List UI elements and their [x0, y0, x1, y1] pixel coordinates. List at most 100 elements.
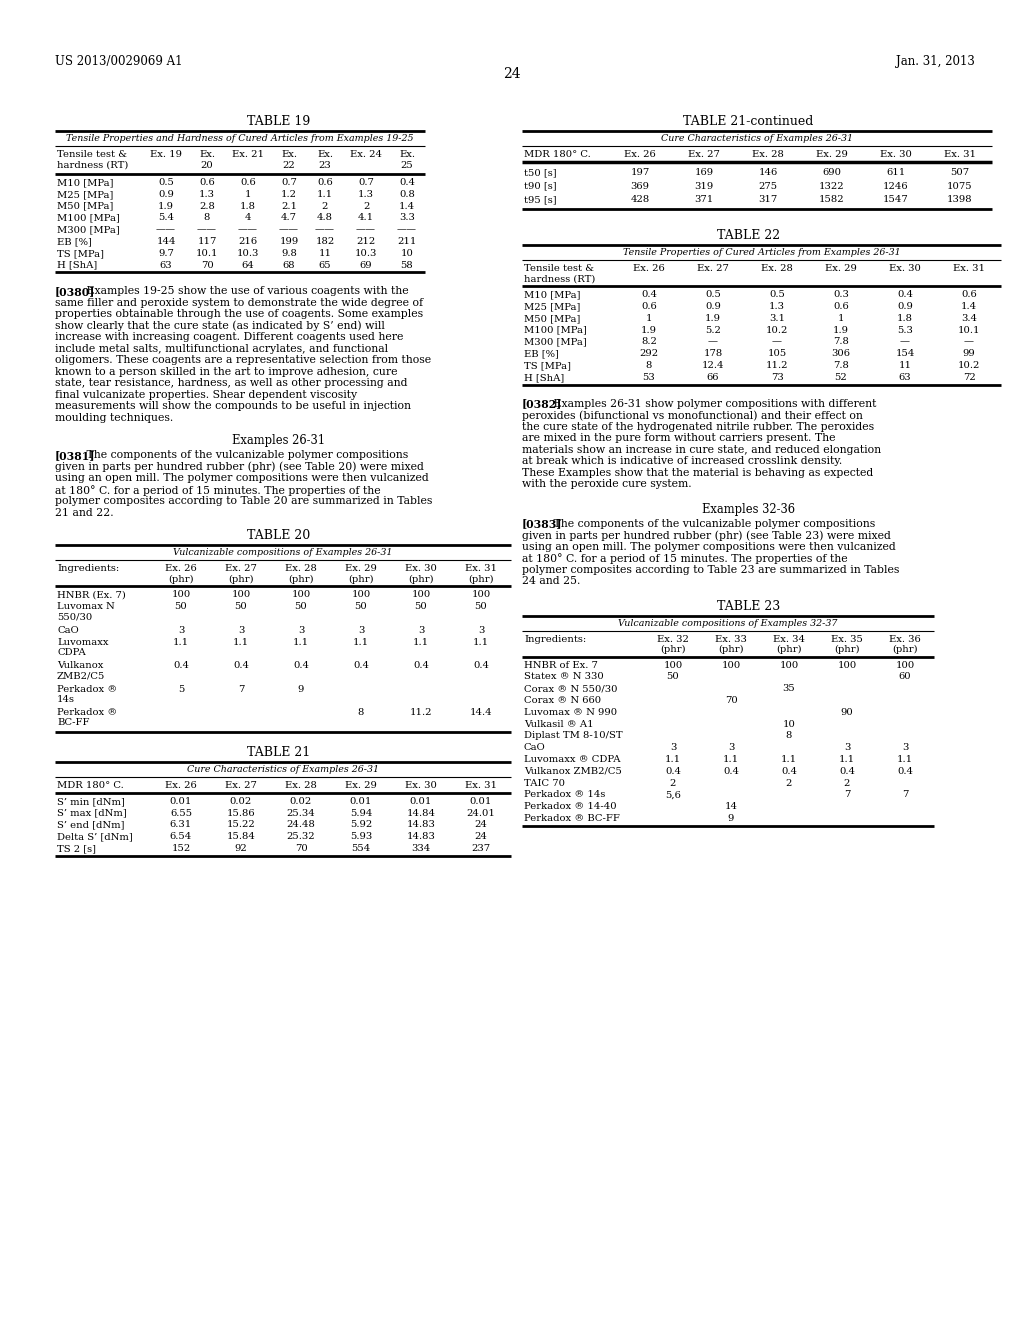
Text: Ex. 33: Ex. 33	[715, 635, 746, 644]
Text: Ingredients:: Ingredients:	[57, 565, 119, 573]
Text: 14.83: 14.83	[407, 821, 435, 829]
Text: Tensile test &: Tensile test &	[57, 150, 127, 158]
Text: 1.9: 1.9	[158, 202, 174, 211]
Text: 1075: 1075	[947, 182, 973, 190]
Text: (phr): (phr)	[168, 574, 194, 583]
Text: The components of the vulcanizable polymer compositions: The components of the vulcanizable polym…	[83, 450, 409, 461]
Text: 4.8: 4.8	[317, 214, 333, 222]
Text: 1.1: 1.1	[473, 638, 489, 647]
Text: 14s: 14s	[57, 694, 75, 704]
Text: 8: 8	[204, 214, 210, 222]
Text: 10.2: 10.2	[957, 360, 980, 370]
Text: 1.1: 1.1	[413, 638, 429, 647]
Text: 60: 60	[899, 672, 911, 681]
Text: 23: 23	[318, 161, 332, 170]
Text: 11.2: 11.2	[410, 709, 432, 717]
Text: [0380]: [0380]	[55, 286, 95, 297]
Text: 0.02: 0.02	[290, 797, 312, 805]
Text: Perkadox ® 14-40: Perkadox ® 14-40	[524, 803, 616, 812]
Text: 2.8: 2.8	[199, 202, 215, 211]
Text: 90: 90	[841, 708, 853, 717]
Text: using an open mill. The polymer compositions were then vulcanized: using an open mill. The polymer composit…	[55, 474, 429, 483]
Text: 5.94: 5.94	[350, 809, 372, 817]
Text: oligomers. These coagents are a representative selection from those: oligomers. These coagents are a represen…	[55, 355, 431, 366]
Text: BC-FF: BC-FF	[57, 718, 89, 727]
Text: S’ min [dNm]: S’ min [dNm]	[57, 797, 125, 805]
Text: (phr): (phr)	[468, 574, 494, 583]
Text: 100: 100	[895, 660, 914, 669]
Text: 7.8: 7.8	[834, 360, 849, 370]
Text: 3: 3	[670, 743, 676, 752]
Text: Ex.: Ex.	[281, 150, 297, 158]
Text: same filler and peroxide system to demonstrate the wide degree of: same filler and peroxide system to demon…	[55, 298, 423, 308]
Text: ——: ——	[315, 226, 335, 234]
Text: 1.1: 1.1	[353, 638, 369, 647]
Text: Ex. 28: Ex. 28	[761, 264, 793, 273]
Text: 4.1: 4.1	[358, 214, 374, 222]
Text: Tensile test &: Tensile test &	[524, 264, 594, 273]
Text: 1.9: 1.9	[641, 326, 657, 334]
Text: ——: ——	[279, 226, 299, 234]
Text: 275: 275	[759, 182, 777, 190]
Text: 1.1: 1.1	[665, 755, 681, 764]
Text: increase with increasing coagent. Different coagents used here: increase with increasing coagent. Differ…	[55, 333, 403, 342]
Text: 237: 237	[471, 843, 490, 853]
Text: CaO: CaO	[524, 743, 546, 752]
Text: 0.6: 0.6	[240, 178, 256, 187]
Text: ——: ——	[197, 226, 217, 234]
Text: 50: 50	[295, 602, 307, 611]
Text: 24: 24	[474, 821, 487, 829]
Text: 1.4: 1.4	[961, 302, 977, 312]
Text: 0.8: 0.8	[399, 190, 415, 199]
Text: 24.48: 24.48	[287, 821, 315, 829]
Text: 1.9: 1.9	[705, 314, 721, 323]
Text: 178: 178	[703, 350, 723, 358]
Text: Ex. 30: Ex. 30	[880, 150, 912, 158]
Text: 0.6: 0.6	[834, 302, 849, 312]
Text: 72: 72	[963, 372, 976, 381]
Text: [0382]: [0382]	[522, 399, 562, 409]
Text: 5: 5	[178, 685, 184, 694]
Text: 70: 70	[201, 260, 213, 269]
Text: 3.3: 3.3	[399, 214, 415, 222]
Text: 7: 7	[844, 791, 850, 800]
Text: using an open mill. The polymer compositions were then vulcanized: using an open mill. The polymer composit…	[522, 541, 896, 552]
Text: 1.8: 1.8	[240, 202, 256, 211]
Text: 0.4: 0.4	[399, 178, 415, 187]
Text: 64: 64	[242, 260, 254, 269]
Text: 15.22: 15.22	[226, 821, 255, 829]
Text: Ex. 30: Ex. 30	[889, 264, 921, 273]
Text: Ex. 36: Ex. 36	[889, 635, 921, 644]
Text: 0.4: 0.4	[723, 767, 739, 776]
Text: measurements will show the compounds to be useful in injection: measurements will show the compounds to …	[55, 401, 411, 412]
Text: Ex. 31: Ex. 31	[465, 565, 497, 573]
Text: 3: 3	[478, 626, 484, 635]
Text: 428: 428	[631, 195, 649, 205]
Text: 5,6: 5,6	[665, 791, 681, 800]
Text: 24 and 25.: 24 and 25.	[522, 576, 581, 586]
Text: 1547: 1547	[883, 195, 909, 205]
Text: Corax ® N 660: Corax ® N 660	[524, 696, 601, 705]
Text: Examples 32-36: Examples 32-36	[702, 503, 795, 516]
Text: Ex. 26: Ex. 26	[165, 781, 197, 789]
Text: 0.4: 0.4	[173, 661, 189, 671]
Text: 5.4: 5.4	[158, 214, 174, 222]
Text: 334: 334	[412, 843, 431, 853]
Text: 2: 2	[844, 779, 850, 788]
Text: 8.2: 8.2	[641, 338, 657, 346]
Text: 73: 73	[771, 372, 783, 381]
Text: 100: 100	[351, 590, 371, 599]
Text: Ex. 30: Ex. 30	[406, 565, 437, 573]
Text: 0.02: 0.02	[229, 797, 252, 805]
Text: 182: 182	[315, 238, 335, 246]
Text: 611: 611	[887, 168, 905, 177]
Text: 1: 1	[838, 314, 844, 323]
Text: Examples 19-25 show the use of various coagents with the: Examples 19-25 show the use of various c…	[83, 286, 409, 297]
Text: 2: 2	[785, 779, 793, 788]
Text: Ex. 27: Ex. 27	[697, 264, 729, 273]
Text: 550/30: 550/30	[57, 612, 92, 622]
Text: 50: 50	[175, 602, 187, 611]
Text: Statex ® N 330: Statex ® N 330	[524, 672, 604, 681]
Text: 3.1: 3.1	[769, 314, 785, 323]
Text: 14: 14	[725, 803, 737, 812]
